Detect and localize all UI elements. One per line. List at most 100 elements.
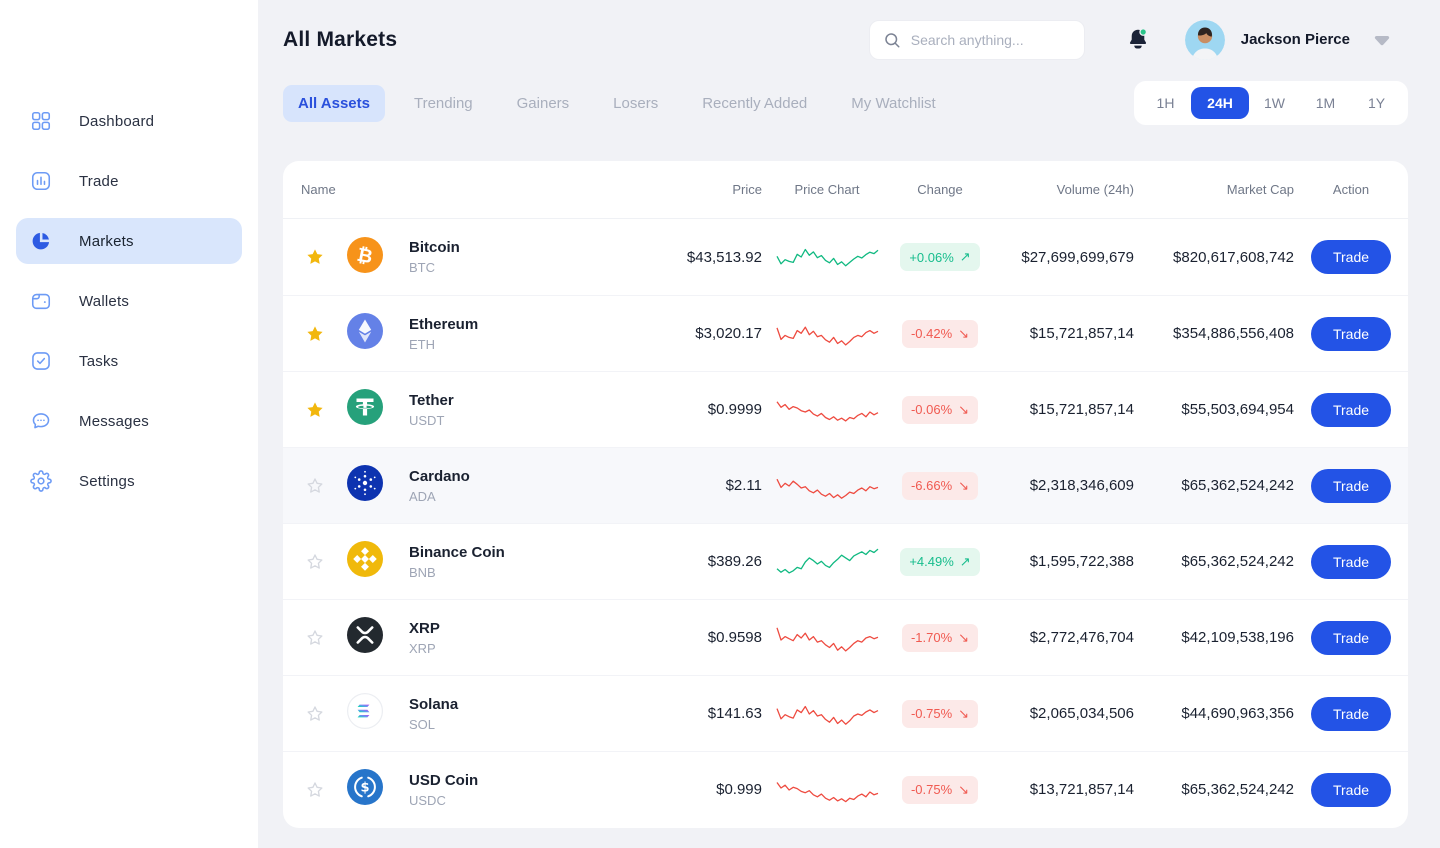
coin-market-cap: $820,617,608,742	[1173, 248, 1294, 266]
favorite-star[interactable]	[283, 704, 347, 724]
coin-volume: $27,699,699,679	[1021, 248, 1134, 266]
settings-icon	[30, 470, 52, 492]
favorite-star[interactable]	[283, 552, 347, 572]
main-content: All Markets	[258, 0, 1440, 848]
coin-symbol: ADA	[409, 488, 436, 504]
sidebar-item-label: Messages	[79, 412, 149, 430]
change-badge: +0.06% ↗	[900, 243, 980, 271]
xrp-coin-icon	[347, 617, 397, 658]
tab-all-assets[interactable]: All Assets	[283, 84, 385, 122]
favorite-star[interactable]	[283, 400, 347, 420]
search-input[interactable]	[910, 31, 1071, 48]
change-badge: -0.75% ↘	[901, 775, 979, 804]
price-sparkline	[775, 248, 878, 267]
coin-volume: $2,772,476,704	[1029, 629, 1134, 646]
star-outline-icon	[307, 781, 323, 797]
change-badge: -0.06% ↘	[901, 395, 979, 424]
coin-market-cap: $65,362,524,242	[1181, 781, 1294, 798]
tab-my-watchlist[interactable]: My Watchlist	[851, 94, 936, 112]
favorite-star[interactable]	[283, 247, 347, 267]
time-filter-1w[interactable]: 1W	[1264, 95, 1285, 111]
change-badge: -0.42% ↘	[901, 319, 979, 348]
time-filter-24h[interactable]: 24H	[1191, 87, 1249, 119]
coin-symbol: USDC	[409, 792, 446, 808]
sidebar-item-messages[interactable]: Messages	[16, 398, 242, 444]
sidebar-item-tasks[interactable]: Tasks	[16, 338, 242, 384]
table-row-cardano[interactable]: Cardano ADA $2.11 -6.66% ↘ $2,318,346,60…	[283, 447, 1408, 523]
table-row-ethereum[interactable]: Ethereum ETH $3,020.17 -0.42% ↘ $15,721,…	[283, 295, 1408, 371]
coin-symbol: XRP	[409, 640, 436, 656]
favorite-star[interactable]	[283, 628, 347, 648]
table-row-binance-coin[interactable]: Binance Coin BNB $389.26 +4.49% ↗ $1,595…	[283, 523, 1408, 599]
tab-losers[interactable]: Losers	[613, 94, 659, 112]
wallets-icon	[30, 290, 52, 312]
coin-name: Binance Coin	[409, 543, 505, 561]
table-row-xrp[interactable]: XRP XRP $0.9598 -1.70% ↘ $2,772,476,704 …	[283, 599, 1408, 675]
trend-up-icon: ↗	[959, 553, 971, 569]
column-header-change: Change	[917, 182, 963, 197]
notifications-button[interactable]	[1125, 27, 1151, 53]
sidebar-item-dashboard[interactable]: Dashboard	[16, 98, 242, 144]
trade-button[interactable]: Trade	[1310, 696, 1392, 731]
star-outline-icon	[307, 477, 323, 493]
coin-market-cap: $65,362,524,242	[1181, 477, 1294, 494]
trend-down-icon: ↘	[958, 477, 970, 493]
table-row-bitcoin[interactable]: ₿ Bitcoin BTC $43,513.92 +0.06% ↗ $27,69…	[283, 219, 1408, 295]
tab-trending[interactable]: Trending	[413, 94, 473, 112]
avatar[interactable]	[1184, 19, 1225, 60]
coin-name-cell: Bitcoin BTC	[397, 239, 636, 275]
time-filter-1h[interactable]: 1H	[1156, 95, 1175, 111]
coin-volume: $13,721,857,14	[1029, 781, 1134, 798]
messages-icon	[30, 410, 52, 432]
trade-button[interactable]: Trade	[1310, 544, 1392, 579]
sidebar-item-label: Dashboard	[79, 112, 155, 130]
change-badge: -6.66% ↘	[901, 471, 979, 500]
price-sparkline	[775, 705, 878, 725]
coin-volume: $2,065,034,506	[1029, 705, 1134, 722]
coin-name-cell: USD Coin USDC	[397, 772, 636, 808]
trend-down-icon: ↘	[958, 401, 970, 417]
tab-gainers[interactable]: Gainers	[516, 94, 570, 112]
price-sparkline	[775, 400, 878, 422]
coin-symbol: BTC	[409, 260, 435, 275]
markets-icon	[30, 230, 52, 252]
usdc-coin-icon: $	[347, 769, 397, 810]
trade-button[interactable]: Trade	[1310, 240, 1392, 274]
search-box[interactable]	[868, 19, 1085, 60]
coin-price: $0.9598	[707, 629, 762, 646]
coin-name: Solana	[409, 695, 459, 713]
trade-button[interactable]: Trade	[1310, 772, 1392, 807]
price-sparkline	[775, 627, 878, 652]
sidebar-item-wallets[interactable]: Wallets	[16, 278, 242, 324]
coin-symbol: BNB	[409, 564, 436, 580]
favorite-star[interactable]	[283, 476, 347, 496]
sidebar-item-label: Tasks	[79, 352, 119, 370]
trade-button[interactable]: Trade	[1310, 316, 1392, 351]
coin-market-cap: $65,362,524,242	[1181, 553, 1294, 570]
sidebar-item-label: Settings	[79, 472, 135, 490]
table-row-tether[interactable]: Tether USDT $0.9999 -0.06% ↘ $15,721,857…	[283, 371, 1408, 447]
trade-icon	[30, 170, 52, 192]
trade-button[interactable]: Trade	[1310, 620, 1392, 655]
time-filter-1m[interactable]: 1M	[1315, 95, 1336, 111]
change-badge: +4.49% ↗	[900, 547, 980, 576]
sidebar-item-settings[interactable]: Settings	[16, 458, 242, 504]
column-header-market-cap: Market Cap	[1226, 182, 1294, 197]
table-row-solana[interactable]: Solana SOL $141.63 -0.75% ↘ $2,065,034,5…	[283, 675, 1408, 751]
user-menu-caret[interactable]	[1374, 34, 1390, 46]
coin-name: XRP	[409, 619, 440, 637]
star-outline-icon	[307, 553, 323, 569]
time-filter-1y[interactable]: 1Y	[1367, 95, 1386, 111]
tasks-icon	[30, 350, 52, 372]
favorite-star[interactable]	[283, 324, 347, 344]
search-icon	[883, 31, 901, 49]
trade-button[interactable]: Trade	[1310, 392, 1392, 427]
filter-row: All Assets Trending Gainers Losers Recently …	[283, 81, 1408, 125]
favorite-star[interactable]	[283, 780, 347, 800]
tab-recently-added[interactable]: Recently Added	[702, 94, 808, 112]
trade-button[interactable]: Trade	[1310, 468, 1392, 503]
sidebar-item-markets[interactable]: Markets	[16, 218, 242, 264]
sidebar-item-trade[interactable]: Trade	[16, 158, 242, 204]
table-row-usd-coin[interactable]: $ USD Coin USDC $0.999 -0.75% ↘ $13,721,…	[283, 751, 1408, 827]
